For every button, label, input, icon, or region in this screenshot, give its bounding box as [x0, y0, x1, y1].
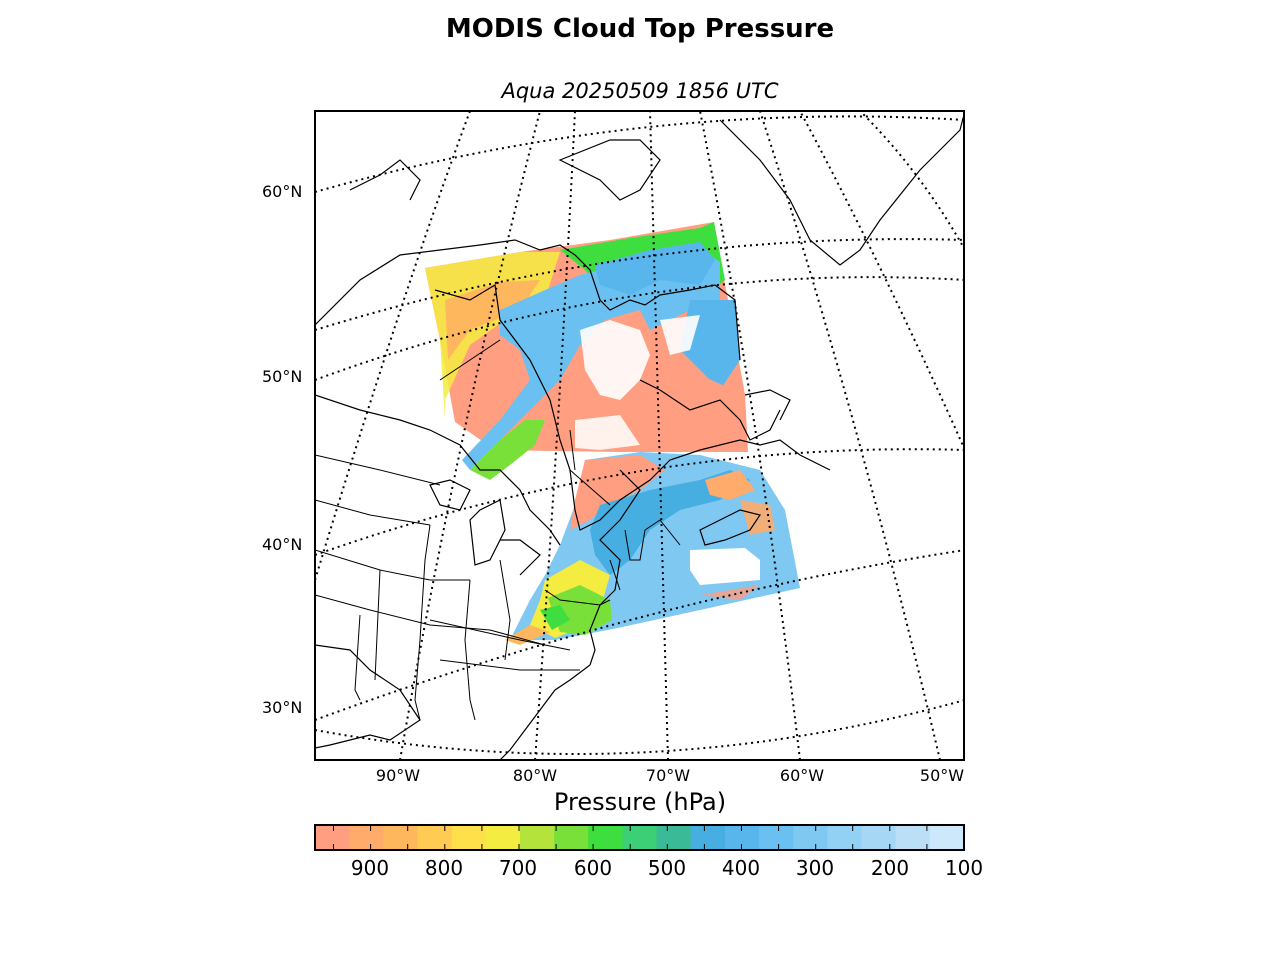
- colorbar-swatch: [759, 825, 794, 850]
- colorbar-swatch: [622, 825, 658, 850]
- colorbar-swatch: [827, 825, 863, 850]
- colorbar-swatch: [895, 825, 931, 850]
- colorbar-swatch: [690, 825, 726, 850]
- colorbar-swatch: [519, 825, 555, 850]
- lat-label-60n: 60°N: [262, 182, 303, 201]
- colorbar-swatch: [485, 825, 521, 850]
- coastlines: [315, 112, 964, 760]
- lat-label-40n: 40°N: [262, 535, 303, 554]
- map-subtitle: Aqua 20250509 1856 UTC: [501, 79, 779, 103]
- colorbar-swatch: [724, 825, 760, 850]
- colorbar-tick-900: 900: [350, 856, 390, 880]
- colorbar-swatch: [588, 825, 624, 850]
- colorbar-swatch: [656, 825, 692, 850]
- colorbar-swatch: [349, 825, 384, 850]
- colorbar-swatches: [315, 825, 965, 850]
- colorbar-tick-300: 300: [795, 856, 835, 880]
- lon-label-90w: 90°W: [375, 766, 421, 785]
- colorbar-tick-400: 400: [721, 856, 761, 880]
- colorbar-swatch: [315, 825, 350, 850]
- colorbar-swatch: [417, 825, 453, 850]
- lat-label-30n: 30°N: [262, 698, 303, 717]
- lon-label-50w: 50°W: [919, 766, 965, 785]
- colorbar-tick-marks: [333, 825, 965, 850]
- lon-label-80w: 80°W: [512, 766, 558, 785]
- colorbar-tick-600: 600: [573, 856, 613, 880]
- colorbar-swatch: [451, 825, 487, 850]
- map-frame: [314, 110, 965, 761]
- colorbar-tick-100: 100: [944, 856, 984, 880]
- graticule: [315, 111, 964, 760]
- colorbar-tick-700: 700: [498, 856, 538, 880]
- lon-label-60w: 60°W: [779, 766, 825, 785]
- colorbar-swatch: [554, 825, 589, 850]
- lon-label-70w: 70°W: [645, 766, 691, 785]
- colorbar-swatch: [793, 825, 828, 850]
- map-canvas: [315, 111, 964, 760]
- colorbar-swatch: [383, 825, 419, 850]
- lat-label-50n: 50°N: [262, 367, 303, 386]
- political-boundaries: [315, 339, 681, 721]
- colorbar-swatch: [929, 825, 965, 850]
- colorbar: [314, 824, 965, 851]
- colorbar-swatch: [861, 825, 897, 850]
- page-title: MODIS Cloud Top Pressure: [445, 14, 835, 44]
- cloud-pressure-field: [425, 222, 800, 645]
- colorbar-tick-200: 200: [870, 856, 910, 880]
- colorbar-tick-800: 800: [424, 856, 464, 880]
- colorbar-label: Pressure (hPa): [553, 788, 727, 816]
- colorbar-tick-500: 500: [647, 856, 687, 880]
- colorbar-frame: [314, 824, 965, 851]
